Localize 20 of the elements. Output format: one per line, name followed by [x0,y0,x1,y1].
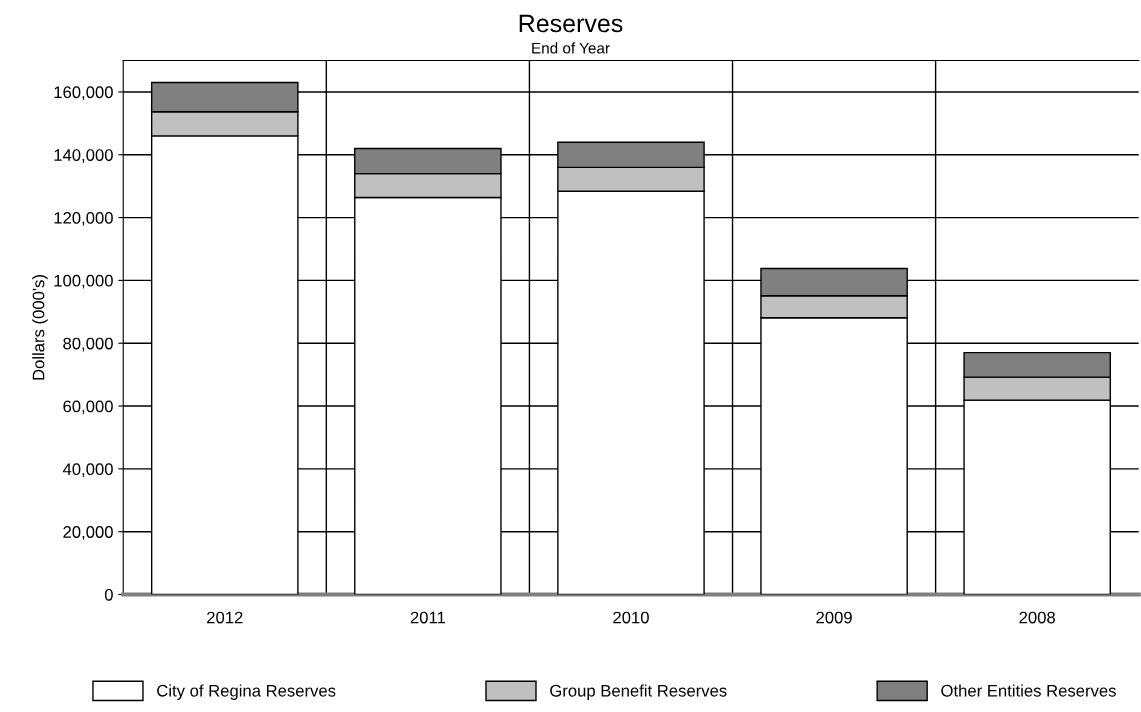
y-tick-label: 160,000 [54,86,113,101]
legend-label: Other Entities Reserves [941,684,1116,697]
y-tick-label: 20,000 [63,526,113,540]
legend-label: Group Benefit Reserves [550,684,727,700]
x-tick-label: 2011 [410,611,445,624]
y-tick-label: 40,000 [62,463,113,478]
x-tick-label: 2009 [816,611,852,624]
y-tick-label: 120,000 [54,211,113,226]
x-tick-label: 2008 [1019,611,1055,624]
x-tick-label: 2010 [613,611,649,624]
x-tick-label: 2012 [207,611,243,624]
legend-label: City of Regina Reserves [157,684,336,700]
chart-title: Reserves [519,14,623,33]
y-tick-label: 80,000 [63,337,113,352]
chart-subtitle: End of Year [532,42,610,54]
y-tick-label: 100,000 [54,274,113,289]
y-tick-label: 0 [104,588,113,601]
y-tick-label: 60,000 [63,400,113,415]
y-tick-label: 140,000 [54,149,113,163]
y-axis-title: Dollars (000's) [32,275,48,380]
